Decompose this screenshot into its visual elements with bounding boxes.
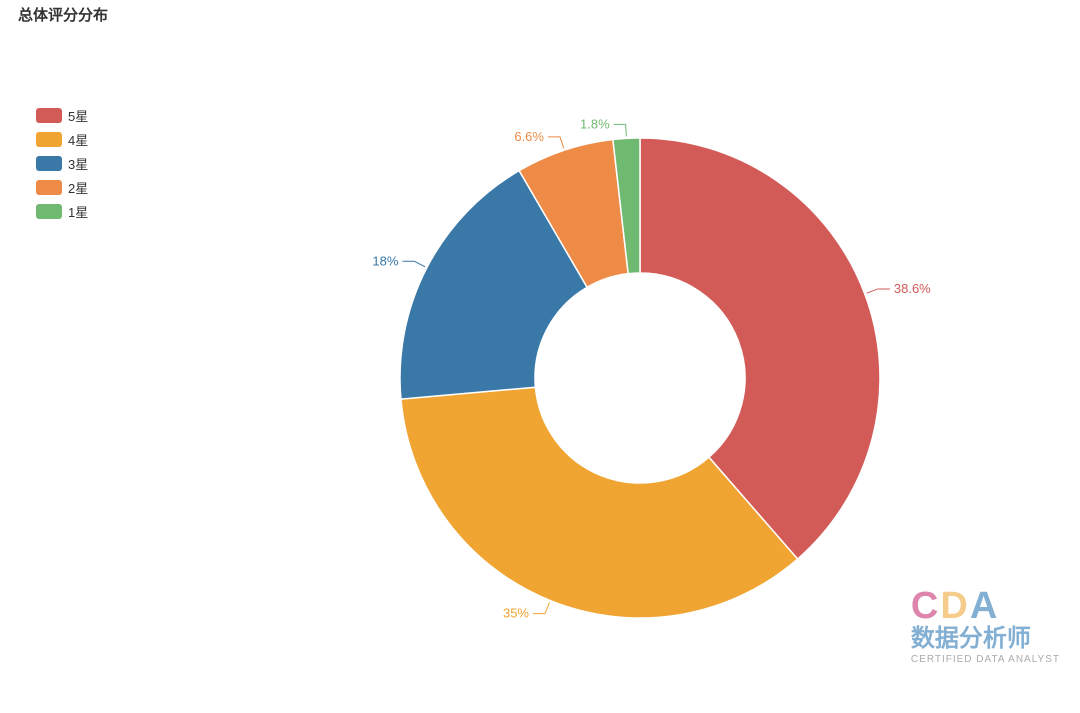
legend-swatch <box>36 156 62 171</box>
watermark-line1: CDA <box>911 587 1060 625</box>
watermark-line3: CERTIFIED DATA ANALYST <box>911 654 1060 665</box>
legend-swatch <box>36 108 62 123</box>
legend-item: 4星 <box>36 130 88 149</box>
legend-item: 2星 <box>36 178 88 197</box>
legend-swatch <box>36 180 62 195</box>
watermark-line2: 数据分析师 <box>911 625 1060 654</box>
legend-label: 3星 <box>68 154 88 173</box>
slice-leader-line <box>402 261 425 267</box>
slice-label: 1.8% <box>580 116 610 131</box>
legend-swatch <box>36 204 62 219</box>
legend-label: 2星 <box>68 178 88 197</box>
legend: 5星 4星 3星 2星 1星 <box>36 106 88 226</box>
slice-label: 6.6% <box>514 129 544 144</box>
legend-swatch <box>36 132 62 147</box>
legend-item: 1星 <box>36 202 88 221</box>
legend-item: 3星 <box>36 154 88 173</box>
slice-leader-line <box>548 137 564 148</box>
slice-label: 35% <box>503 606 529 621</box>
slice-leader-line <box>533 602 549 613</box>
legend-item: 5星 <box>36 106 88 125</box>
legend-label: 4星 <box>68 130 88 149</box>
slice-leader-line <box>867 289 890 293</box>
watermark-logo: CDA 数据分析师 CERTIFIED DATA ANALYST <box>911 587 1060 665</box>
legend-label: 5星 <box>68 106 88 125</box>
slice-label: 38.6% <box>894 281 931 296</box>
slice-label: 18% <box>372 253 398 268</box>
slice-leader-line <box>614 124 627 136</box>
chart-title: 总体评分分布 <box>18 4 108 25</box>
legend-label: 1星 <box>68 202 88 221</box>
